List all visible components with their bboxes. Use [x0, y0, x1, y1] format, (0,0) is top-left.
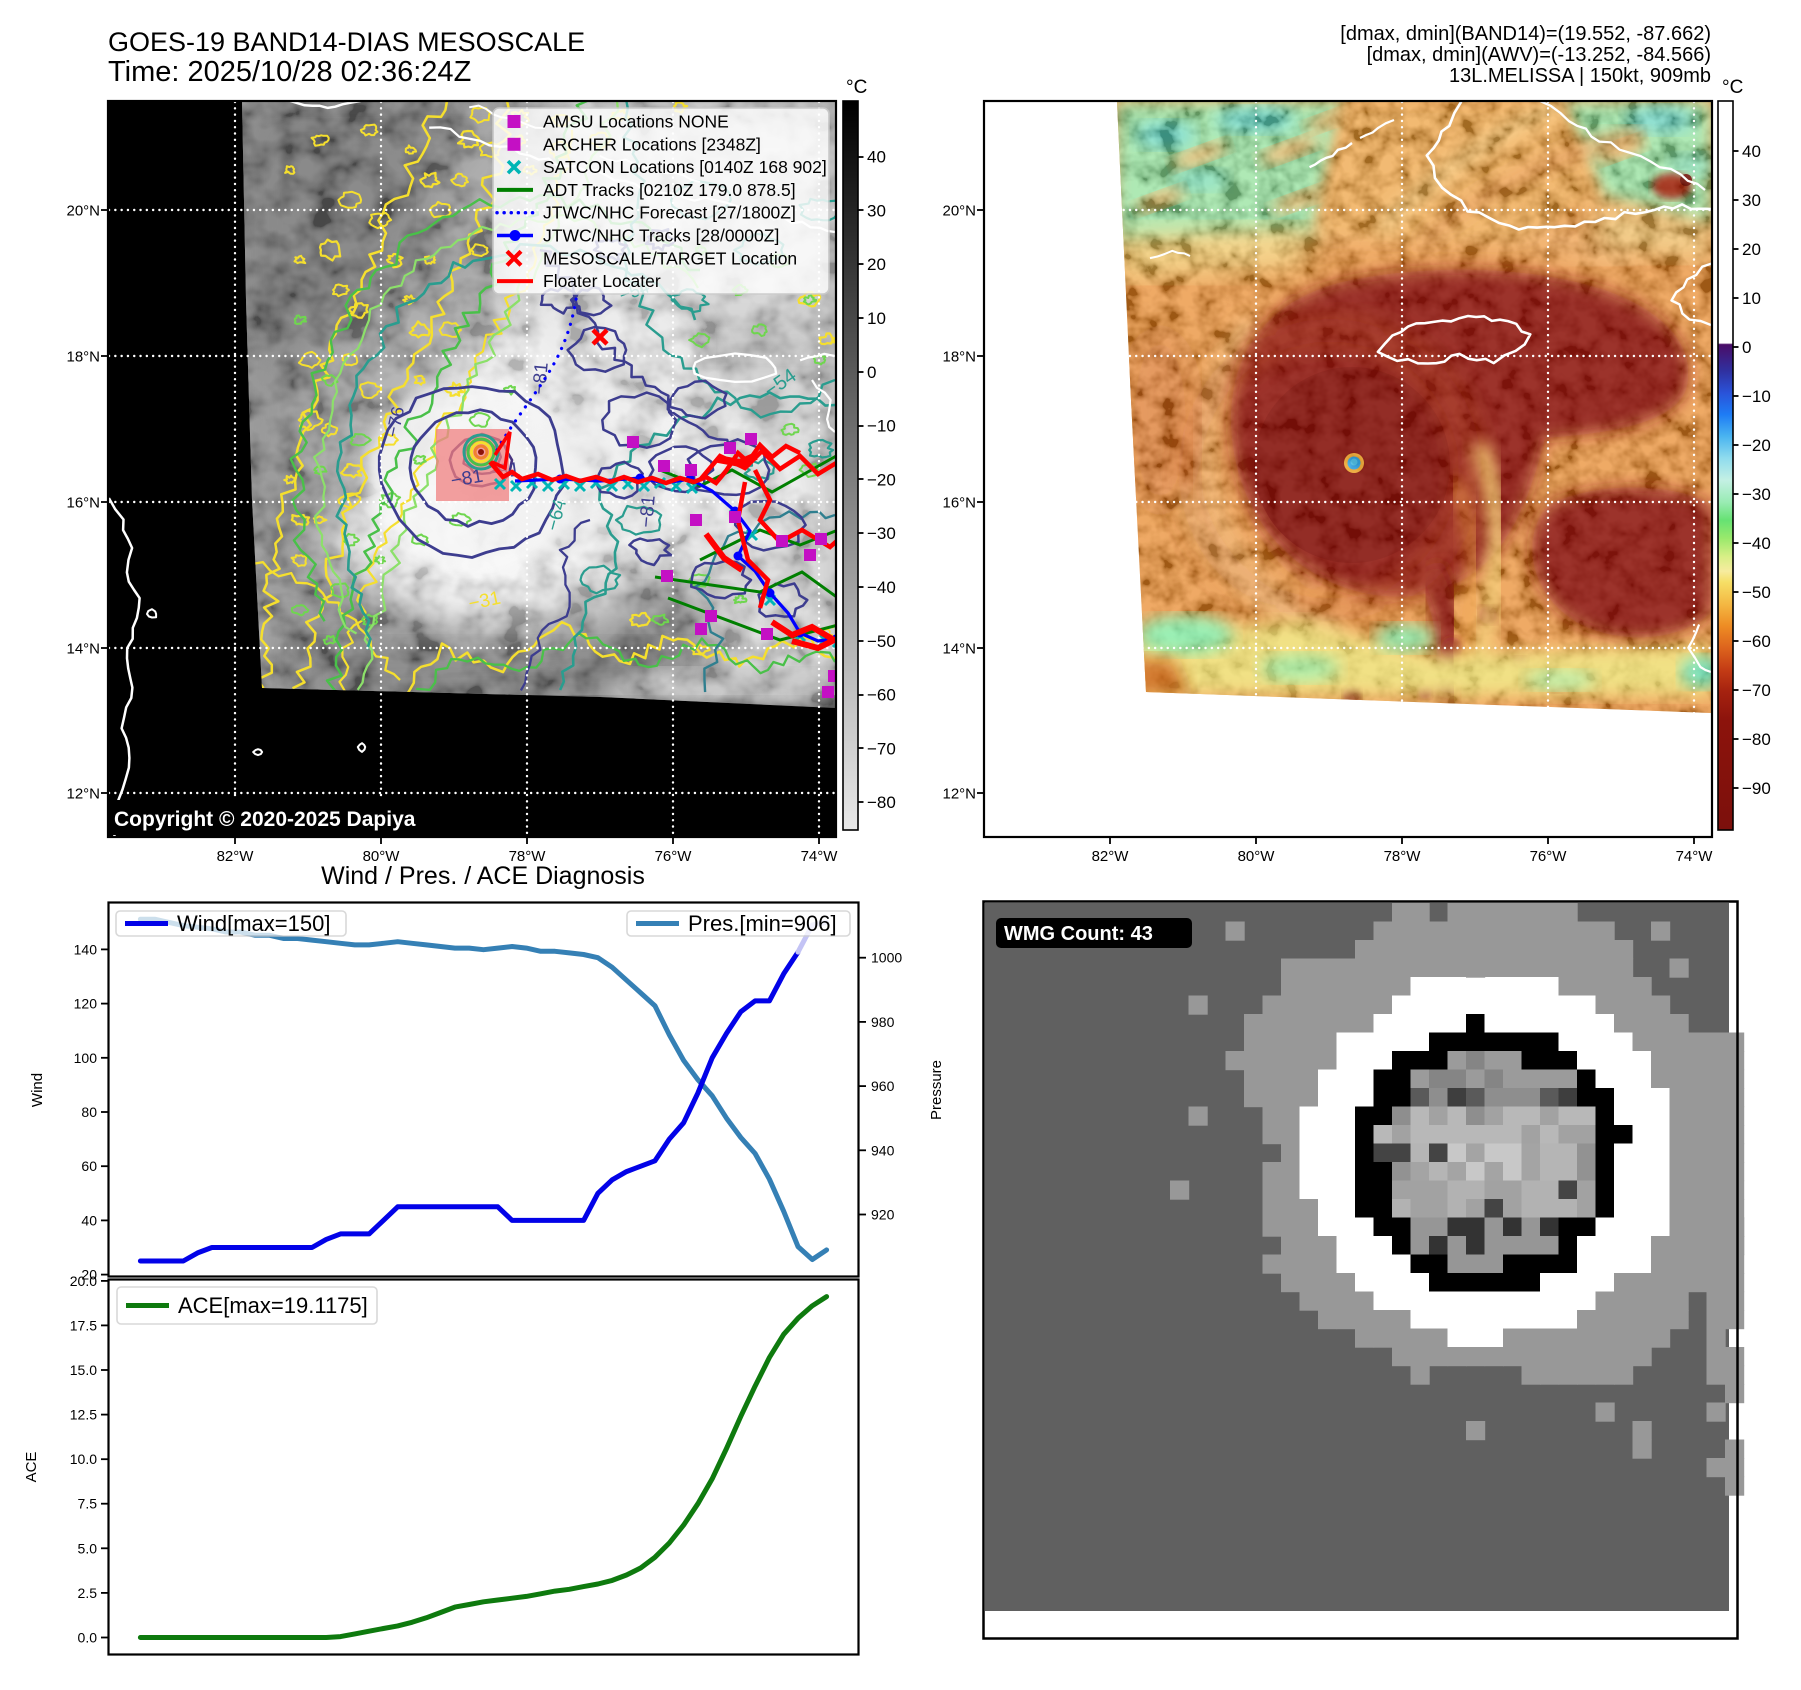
svg-text:5.0: 5.0 — [78, 1540, 98, 1556]
svg-text:GOES-19 BAND14-DIAS MESOSCALE: GOES-19 BAND14-DIAS MESOSCALE — [108, 27, 585, 57]
svg-text:100: 100 — [74, 1050, 98, 1066]
svg-text:12°N: 12°N — [942, 786, 976, 803]
svg-text:Pressure: Pressure — [928, 1060, 945, 1120]
svg-text:15.0: 15.0 — [70, 1362, 97, 1378]
svg-text:13L.MELISSA | 150kt, 909mb: 13L.MELISSA | 150kt, 909mb — [1449, 65, 1711, 87]
svg-text:Time: 2025/10/28 02:36:24Z: Time: 2025/10/28 02:36:24Z — [108, 56, 471, 88]
svg-text:20: 20 — [81, 1267, 97, 1283]
svg-text:−81: −81 — [636, 494, 660, 528]
svg-text:ACE[max=19.1175]: ACE[max=19.1175] — [178, 1293, 368, 1318]
svg-text:AMSU Locations NONE: AMSU Locations NONE — [543, 112, 729, 132]
svg-text:−50: −50 — [1742, 583, 1771, 602]
svg-text:−20: −20 — [1742, 436, 1771, 455]
svg-text:20: 20 — [1742, 240, 1761, 259]
svg-text:120: 120 — [74, 996, 98, 1012]
svg-text:20°N: 20°N — [66, 203, 100, 220]
svg-text:82°W: 82°W — [217, 848, 255, 865]
svg-text:17.5: 17.5 — [70, 1317, 97, 1333]
svg-text:920: 920 — [871, 1207, 895, 1223]
svg-text:80°W: 80°W — [1238, 848, 1276, 865]
svg-text:−20: −20 — [867, 470, 896, 489]
svg-text:30: 30 — [1742, 191, 1761, 210]
svg-text:−50: −50 — [867, 632, 896, 651]
svg-text:20: 20 — [867, 255, 886, 274]
svg-text:18°N: 18°N — [942, 349, 976, 366]
svg-text:[dmax, dmin](BAND14)=(19.552,: [dmax, dmin](BAND14)=(19.552, -87.662) — [1340, 23, 1711, 45]
svg-text:82°W: 82°W — [1092, 848, 1130, 865]
svg-text:78°W: 78°W — [509, 848, 547, 865]
svg-text:[dmax, dmin](AWV)=(-13.252, -8: [dmax, dmin](AWV)=(-13.252, -84.566) — [1367, 44, 1711, 66]
svg-text:80: 80 — [81, 1104, 97, 1120]
svg-text:140: 140 — [74, 941, 98, 957]
svg-text:7.5: 7.5 — [78, 1496, 98, 1512]
svg-text:ADT Tracks [0210Z 179.0 878.5]: ADT Tracks [0210Z 179.0 878.5] — [543, 180, 796, 200]
svg-text:SATCON Locations [0140Z 168 90: SATCON Locations [0140Z 168 902] — [543, 157, 827, 177]
svg-text:80°W: 80°W — [363, 848, 401, 865]
svg-text:76°W: 76°W — [1530, 848, 1568, 865]
svg-text:980: 980 — [871, 1014, 895, 1030]
svg-text:78°W: 78°W — [1384, 848, 1422, 865]
svg-text:60: 60 — [81, 1158, 97, 1174]
svg-text:WMG Count: 43: WMG Count: 43 — [1004, 923, 1153, 945]
svg-text:−10: −10 — [867, 417, 896, 436]
svg-text:°C: °C — [846, 77, 867, 98]
svg-text:Wind: Wind — [29, 1073, 46, 1107]
svg-text:Wind / Pres. / ACE Diagnosis: Wind / Pres. / ACE Diagnosis — [321, 862, 645, 890]
svg-text:−60: −60 — [1742, 632, 1771, 651]
svg-text:940: 940 — [871, 1142, 895, 1158]
svg-text:12°N: 12°N — [66, 786, 100, 803]
svg-text:40: 40 — [867, 148, 886, 167]
svg-text:30: 30 — [867, 201, 886, 220]
svg-text:ACE: ACE — [23, 1452, 40, 1483]
svg-text:1000: 1000 — [871, 950, 902, 966]
svg-text:Wind[max=150]: Wind[max=150] — [177, 911, 330, 936]
svg-text:−80: −80 — [867, 793, 896, 812]
svg-text:0.0: 0.0 — [78, 1629, 98, 1645]
svg-text:−70: −70 — [1742, 681, 1771, 700]
svg-text:2.5: 2.5 — [78, 1585, 98, 1601]
svg-text:−30: −30 — [867, 524, 896, 543]
svg-text:Floater Locater: Floater Locater — [543, 271, 661, 291]
svg-text:14°N: 14°N — [66, 641, 100, 658]
svg-text:10: 10 — [1742, 289, 1761, 308]
svg-text:−60: −60 — [867, 686, 896, 705]
svg-text:−90: −90 — [1742, 779, 1771, 798]
svg-text:Copyright © 2020-2025 Dapiya: Copyright © 2020-2025 Dapiya — [114, 808, 416, 831]
svg-text:12.5: 12.5 — [70, 1407, 97, 1423]
svg-text:MESOSCALE/TARGET Location: MESOSCALE/TARGET Location — [543, 248, 797, 268]
svg-text:14°N: 14°N — [942, 641, 976, 658]
svg-text:960: 960 — [871, 1078, 895, 1094]
svg-text:18°N: 18°N — [66, 349, 100, 366]
svg-text:40: 40 — [1742, 142, 1761, 161]
svg-text:JTWC/NHC Tracks [28/0000Z]: JTWC/NHC Tracks [28/0000Z] — [543, 226, 779, 246]
svg-text:−40: −40 — [867, 578, 896, 597]
svg-text:16°N: 16°N — [66, 495, 100, 512]
svg-text:−40: −40 — [1742, 534, 1771, 553]
svg-text:10.0: 10.0 — [70, 1451, 97, 1467]
svg-text:20.0: 20.0 — [70, 1273, 97, 1289]
svg-text:−70: −70 — [867, 739, 896, 758]
svg-text:74°W: 74°W — [1676, 848, 1714, 865]
svg-text:ARCHER Locations [2348Z]: ARCHER Locations [2348Z] — [543, 134, 761, 154]
svg-text:−80: −80 — [1742, 730, 1771, 749]
svg-text:16°N: 16°N — [942, 495, 976, 512]
svg-text:10: 10 — [867, 309, 886, 328]
svg-text:JTWC/NHC Forecast [27/1800Z]: JTWC/NHC Forecast [27/1800Z] — [543, 203, 796, 223]
svg-text:76°W: 76°W — [655, 848, 693, 865]
svg-text:−81: −81 — [529, 361, 553, 395]
svg-text:40: 40 — [81, 1212, 97, 1228]
svg-text:°C: °C — [1722, 77, 1743, 98]
svg-text:0: 0 — [1742, 338, 1751, 357]
svg-text:−10: −10 — [1742, 387, 1771, 406]
svg-text:0: 0 — [867, 363, 876, 382]
svg-text:20°N: 20°N — [942, 203, 976, 220]
svg-text:Pres.[min=906]: Pres.[min=906] — [688, 911, 837, 936]
svg-text:−30: −30 — [1742, 485, 1771, 504]
svg-text:74°W: 74°W — [801, 848, 839, 865]
